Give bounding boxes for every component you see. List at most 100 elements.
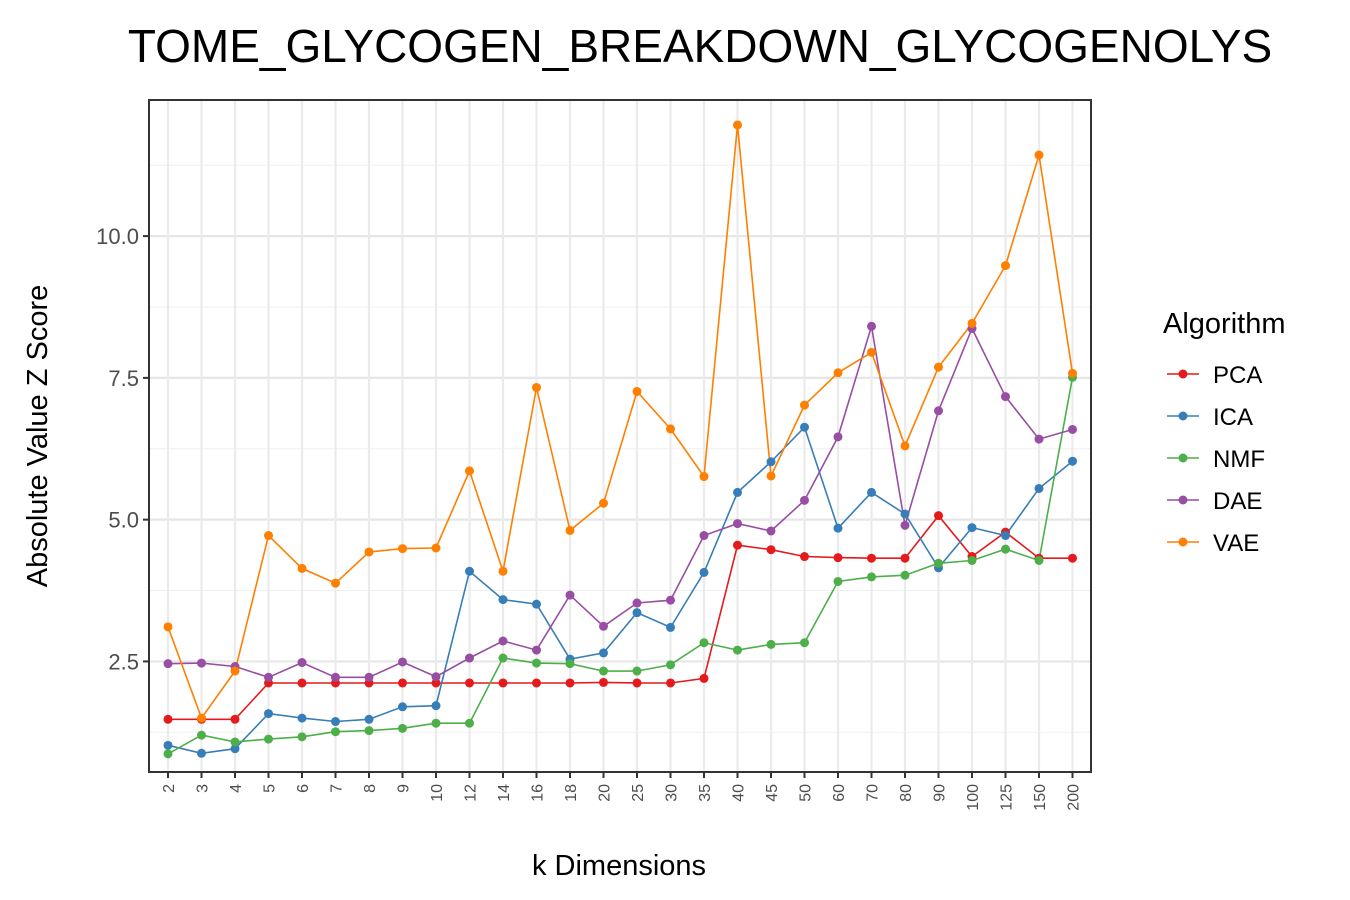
data-point-nmf — [197, 730, 206, 740]
data-point-nmf — [766, 639, 776, 649]
data-point-vae — [934, 362, 943, 372]
data-point-nmf — [532, 658, 541, 668]
data-point-pca — [766, 545, 776, 555]
data-point-pca — [599, 677, 608, 687]
data-point-nmf — [900, 570, 910, 580]
plot-background — [149, 100, 1091, 772]
x-tick-label: 5 — [262, 784, 279, 793]
data-point-ica — [364, 714, 374, 724]
data-point-pca — [733, 540, 742, 550]
data-point-vae — [431, 543, 441, 553]
data-point-nmf — [599, 666, 608, 676]
series-line-nmf — [167, 377, 1074, 755]
data-point-dae — [900, 520, 910, 530]
x-tick-label: 50 — [798, 784, 815, 802]
series-points — [163, 120, 1077, 759]
series-line-vae — [167, 124, 1074, 720]
data-point-vae — [1068, 368, 1077, 378]
x-tick-label: 4 — [228, 784, 245, 793]
y-axis-ticks: 2.5 5.0 7.5 10.0 — [96, 224, 149, 674]
x-tick-label: 3 — [195, 784, 212, 793]
legend-entry-vae: VAE — [1167, 530, 1259, 557]
x-tick-label: 12 — [463, 784, 480, 802]
data-point-nmf — [230, 737, 240, 747]
data-point-dae — [833, 432, 843, 442]
data-point-ica — [699, 567, 709, 577]
data-point-pca — [800, 552, 809, 562]
data-point-pca — [398, 678, 407, 688]
data-point-dae — [934, 406, 943, 416]
y-tick-label: 10.0 — [96, 224, 139, 249]
data-point-nmf — [967, 555, 977, 565]
data-point-ica — [465, 566, 474, 576]
data-point-pca — [632, 678, 642, 688]
data-point-dae — [565, 590, 575, 600]
data-point-nmf — [398, 723, 407, 733]
legend-label: NMF — [1213, 446, 1265, 473]
data-point-nmf — [867, 572, 876, 582]
legend-key-point — [1178, 537, 1188, 547]
data-point-dae — [331, 672, 340, 682]
data-point-ica — [867, 487, 876, 497]
x-tick-label: 10 — [429, 784, 446, 802]
data-point-dae — [264, 672, 273, 682]
data-point-nmf — [431, 718, 441, 728]
x-axis-title: k Dimensions — [532, 850, 706, 882]
x-tick-label: 2 — [161, 784, 178, 793]
data-point-vae — [733, 120, 742, 130]
series-line-ica — [167, 425, 1074, 755]
data-point-dae — [532, 645, 541, 655]
plot-panel — [149, 100, 1091, 772]
data-point-pca — [498, 678, 508, 688]
legend-key-point — [1178, 411, 1188, 421]
data-point-pca — [532, 678, 541, 688]
data-point-vae — [699, 472, 709, 482]
series-lines — [167, 124, 1074, 755]
data-point-pca — [666, 678, 675, 688]
data-point-dae — [599, 621, 608, 631]
data-point-ica — [900, 509, 910, 519]
data-point-nmf — [833, 576, 843, 586]
data-point-nmf — [565, 659, 575, 669]
data-point-dae — [800, 495, 809, 505]
data-point-pca — [230, 714, 240, 724]
data-point-pca — [833, 553, 843, 563]
data-point-nmf — [1001, 544, 1010, 554]
data-point-vae — [900, 441, 910, 451]
x-tick-label: 125 — [999, 784, 1016, 811]
data-point-pca — [465, 678, 474, 688]
x-tick-label: 30 — [664, 784, 681, 802]
data-point-vae — [632, 386, 642, 396]
x-tick-label: 16 — [530, 784, 547, 802]
data-point-dae — [666, 595, 675, 605]
legend-entry-ica: ICA — [1167, 404, 1253, 431]
legend: Algorithm PCA ICA NMF DAE VAE — [1163, 308, 1286, 557]
data-point-ica — [398, 702, 407, 712]
legend-label: DAE — [1213, 488, 1262, 515]
data-point-dae — [766, 526, 776, 536]
data-point-pca — [867, 553, 876, 563]
x-tick-label: 9 — [396, 784, 413, 793]
data-point-dae — [364, 672, 374, 682]
x-tick-label: 200 — [1066, 784, 1083, 811]
data-point-nmf — [800, 638, 809, 648]
x-tick-label: 25 — [630, 784, 647, 802]
chart-title: TOME_GLYCOGEN_BREAKDOWN_GLYCOGENOLYS — [128, 20, 1272, 72]
data-point-vae — [1001, 261, 1010, 271]
data-point-vae — [532, 383, 541, 393]
x-tick-label: 18 — [563, 784, 580, 802]
data-point-ica — [1034, 483, 1044, 493]
data-point-ica — [331, 717, 340, 727]
data-point-ica — [230, 744, 240, 754]
data-point-nmf — [163, 749, 173, 759]
data-point-vae — [967, 318, 977, 328]
data-point-vae — [398, 544, 407, 554]
data-point-ica — [733, 487, 742, 497]
y-tick-label: 5.0 — [108, 508, 139, 533]
data-point-vae — [498, 566, 508, 576]
data-point-dae — [297, 658, 307, 668]
data-point-dae — [197, 658, 206, 668]
data-point-ica — [532, 599, 541, 609]
x-tick-label: 7 — [329, 784, 346, 793]
